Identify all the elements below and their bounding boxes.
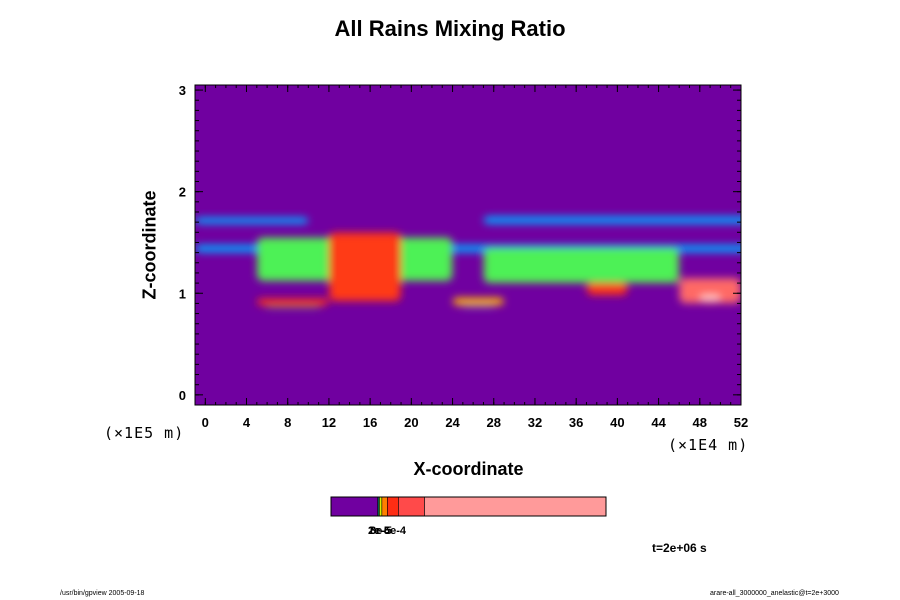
x-tick-label: 40: [610, 415, 624, 430]
x-tick-label: 20: [404, 415, 418, 430]
colorbar-label: 1e-6: [368, 525, 390, 537]
colorbar-segment: [330, 496, 379, 517]
x-tick-label: 24: [445, 415, 460, 430]
x-tick-label: 44: [651, 415, 666, 430]
x-tick-label: 0: [202, 415, 209, 430]
heatmap-cell: [461, 306, 496, 308]
heatmap-cell: [265, 307, 320, 309]
colorbar-segment: [387, 496, 399, 517]
colorbar-label: 5e-4: [384, 525, 407, 537]
x-axis-label: X-coordinate: [413, 459, 524, 479]
y-tick-label: 0: [179, 388, 186, 403]
heatmap-cell: [586, 283, 628, 296]
heatmap-cell: [483, 216, 741, 225]
x-tick-label: 28: [487, 415, 501, 430]
x-axis-scale-label: (×1E4 m): [668, 436, 749, 454]
heatmap-cell: [195, 217, 309, 225]
heatmap-cell: [452, 297, 505, 306]
y-axis-scale-label: (×1E5 m): [104, 424, 185, 442]
x-tick-label: 48: [693, 415, 707, 430]
plot-frame: [194, 84, 742, 406]
x-tick-label: 8: [284, 415, 291, 430]
colorbar-segment: [381, 496, 388, 517]
x-tick-label: 32: [528, 415, 542, 430]
colorbar-segment: [379, 496, 383, 517]
x-tick-label: 52: [734, 415, 748, 430]
heatmap-cell: [328, 232, 402, 302]
x-tick-label: 36: [569, 415, 583, 430]
footer-left: /usr/bin/gpview 2005-09-18: [60, 590, 145, 597]
chart-title: All Rains Mixing Ratio: [334, 16, 566, 41]
colorbar-segment: [424, 496, 607, 517]
heatmap-cell: [256, 298, 329, 306]
y-tick-label: 1: [179, 286, 186, 301]
heatmap-cell: [705, 301, 715, 303]
y-tick-label: 3: [179, 83, 186, 98]
x-tick-label: 4: [243, 415, 251, 430]
colorbar-segment: [398, 496, 425, 517]
x-tick-label: 12: [322, 415, 336, 430]
heatmap-cell: [708, 304, 712, 306]
time-label: t=2e+06 s: [652, 541, 707, 555]
y-tick-label: 2: [179, 185, 186, 200]
x-tick-label: 16: [363, 415, 377, 430]
colorbar-label: 2e-5: [368, 525, 390, 537]
heatmap-cell: [699, 295, 721, 301]
colorbar-frame: [330, 496, 607, 517]
footer-right: arare-all_3000000_anelastic@t=2e+3000: [710, 590, 839, 597]
colorbar-label: 3e-5: [370, 525, 392, 537]
y-axis-label: Z-coordinate: [139, 190, 160, 300]
heatmap-cell: [483, 247, 680, 284]
heatmap-cell: [679, 278, 741, 304]
